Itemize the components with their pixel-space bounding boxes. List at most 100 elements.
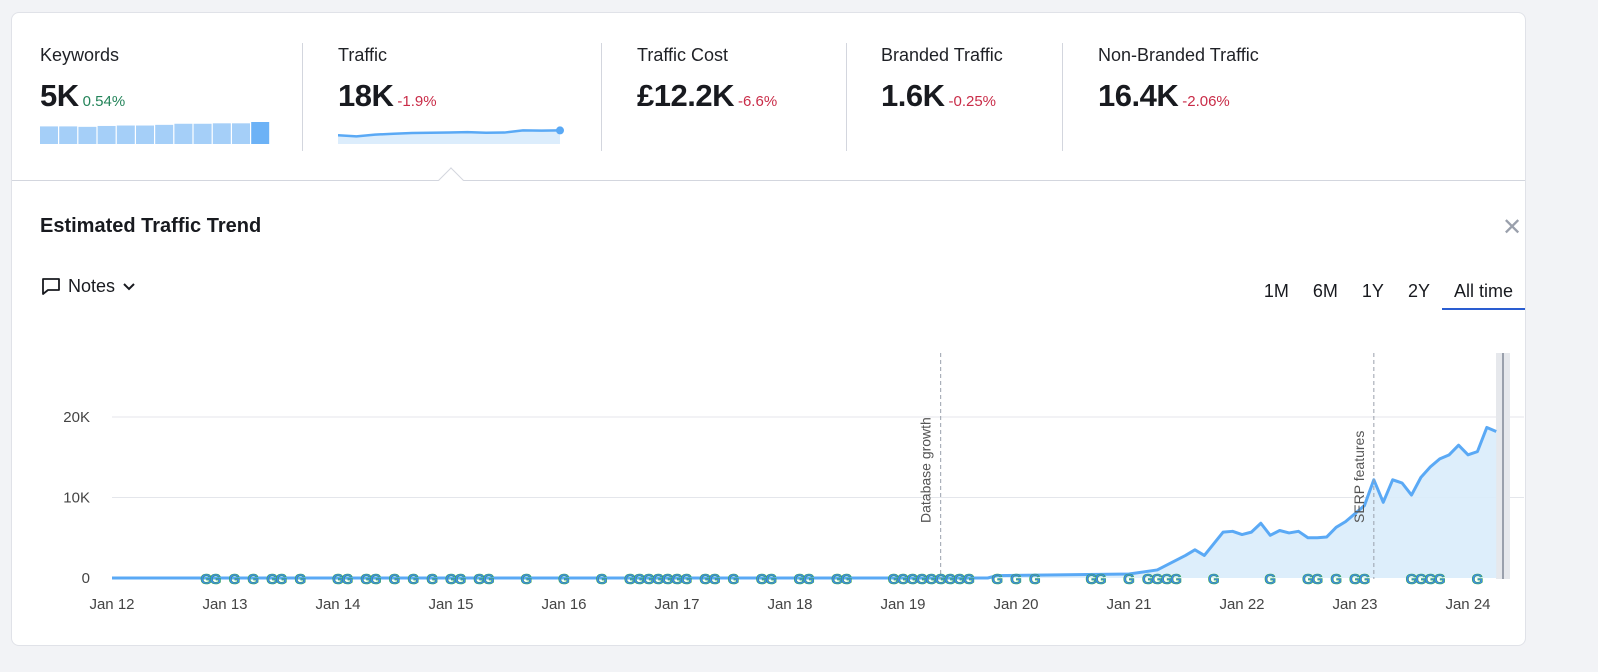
google-update-icon[interactable]: G xyxy=(1358,571,1371,589)
google-update-icon[interactable]: G xyxy=(1142,571,1154,589)
google-update-icon[interactable]: G xyxy=(840,571,853,589)
traffic-trend-chart: 0 10K 20K Jan 12 Jan 13 Jan 14 Jan 15 Jan 16 Jan… xyxy=(63,353,1524,613)
google-update-icon[interactable]: G xyxy=(1123,571,1135,589)
google-update-icon[interactable]: G xyxy=(699,571,711,589)
google-update-icon[interactable]: G xyxy=(1161,571,1173,589)
google-update-icon[interactable]: G xyxy=(360,571,372,589)
keyword-bar xyxy=(232,123,250,144)
google-update-icon[interactable]: G xyxy=(671,571,683,589)
panel-title: Estimated Traffic Trend xyxy=(40,215,262,237)
google-update-icon[interactable]: G xyxy=(925,571,937,589)
google-update-icon[interactable]: G xyxy=(454,571,467,589)
range-tab-1y[interactable]: 1Y xyxy=(1361,281,1384,301)
keyword-bar xyxy=(174,123,193,144)
metric-value: 1.6K xyxy=(881,78,945,113)
google-update-icon[interactable]: G xyxy=(935,571,947,589)
google-update-icon[interactable]: G xyxy=(652,571,664,589)
google-update-icon[interactable]: G xyxy=(596,571,608,589)
google-update-icon[interactable]: G xyxy=(1010,571,1022,589)
google-update-icon[interactable]: G xyxy=(906,571,919,589)
google-update-icon[interactable]: G xyxy=(963,571,975,589)
metric-branded-traffic[interactable]: Branded Traffic 1.6K -0.25% xyxy=(881,43,1003,153)
google-update-icon[interactable]: G xyxy=(1434,571,1446,589)
google-update-icon[interactable]: G xyxy=(209,571,222,589)
google-update-icon[interactable]: G xyxy=(1029,571,1041,589)
google-update-icon[interactable]: G xyxy=(558,571,570,589)
google-update-icon[interactable]: G xyxy=(483,571,495,589)
google-update-icon[interactable]: G xyxy=(727,571,740,589)
google-update-icon[interactable]: G xyxy=(944,571,956,589)
metric-non-branded-traffic[interactable]: Non-Branded Traffic 16.4K -2.06% xyxy=(1098,43,1259,153)
google-update-icon[interactable]: G xyxy=(1311,571,1323,589)
google-update-icon[interactable]: G xyxy=(388,571,401,589)
google-update-icon[interactable]: G xyxy=(1415,571,1427,589)
google-update-icon[interactable]: G xyxy=(520,571,532,589)
metric-traffic[interactable]: Traffic 18K -1.9% xyxy=(337,43,564,153)
google-update-icon[interactable]: G xyxy=(756,571,768,589)
google-update-icon[interactable]: G xyxy=(831,571,843,589)
google-update-icon[interactable]: G xyxy=(887,571,900,589)
metric-change: 0.54% xyxy=(82,93,126,110)
google-update-icon[interactable]: G xyxy=(266,571,278,589)
google-update-icon[interactable]: G xyxy=(1330,571,1342,589)
google-update-icon[interactable]: G xyxy=(1151,571,1163,589)
google-update-icon[interactable]: G xyxy=(247,571,259,589)
google-update-icon[interactable]: G xyxy=(426,571,438,589)
google-update-icon[interactable]: G xyxy=(294,571,306,589)
keyword-bar xyxy=(116,125,135,144)
google-update-icon[interactable]: G xyxy=(473,571,485,589)
google-update-icon[interactable]: G xyxy=(1208,571,1220,589)
google-update-icon[interactable]: G xyxy=(1085,571,1097,589)
google-update-icon[interactable]: G xyxy=(765,571,777,589)
keyword-bar xyxy=(251,122,270,144)
google-update-icon[interactable]: G xyxy=(661,571,674,589)
metric-change: -2.06% xyxy=(1182,93,1230,110)
google-update-icon[interactable]: G xyxy=(370,571,382,589)
range-tab-all-time[interactable]: All time xyxy=(1441,281,1525,310)
google-update-icon[interactable]: G xyxy=(916,571,928,589)
google-update-icon[interactable]: G xyxy=(709,571,721,589)
google-update-icon[interactable]: G xyxy=(953,571,966,589)
google-update-icon[interactable]: G xyxy=(1095,571,1107,589)
google-update-icon[interactable]: G xyxy=(341,571,354,589)
google-update-icon[interactable]: G xyxy=(445,571,457,589)
google-update-icon[interactable]: G xyxy=(624,571,636,589)
google-update-icon[interactable]: G xyxy=(1424,571,1436,589)
google-update-icon[interactable]: G xyxy=(200,571,212,589)
google-update-icon[interactable]: G xyxy=(228,571,241,589)
chevron-down-icon xyxy=(123,283,135,291)
google-update-icon[interactable]: G xyxy=(991,571,1003,589)
google-update-icon[interactable]: G xyxy=(1471,571,1484,589)
notes-dropdown[interactable]: Notes xyxy=(40,275,137,297)
google-update-icon[interactable]: G xyxy=(897,571,909,589)
google-update-icon[interactable]: G xyxy=(793,571,806,589)
annotation-label: SERP features xyxy=(1351,431,1367,523)
keyword-bar xyxy=(136,125,154,144)
google-update-icon[interactable]: G xyxy=(1405,571,1418,589)
google-update-icon[interactable]: G xyxy=(332,571,344,589)
range-tab-6m[interactable]: 6M xyxy=(1312,281,1338,301)
google-update-icon[interactable]: G xyxy=(680,571,693,589)
close-icon[interactable]: ✕ xyxy=(1502,214,1523,241)
x-tick-label: Jan 13 xyxy=(202,596,247,613)
metric-traffic-cost[interactable]: Traffic Cost £12.2K -6.6% xyxy=(637,43,777,153)
keyword-bar xyxy=(97,125,116,144)
google-update-icon[interactable]: G xyxy=(275,571,288,589)
google-update-icon[interactable]: G xyxy=(1264,571,1276,589)
range-tab-2y[interactable]: 2Y xyxy=(1407,281,1430,301)
time-range-tabs: 1M 6M 1Y 2Y All time xyxy=(1252,281,1525,310)
google-update-icon[interactable]: G xyxy=(1349,571,1361,589)
google-update-icon[interactable]: G xyxy=(1302,571,1314,589)
google-update-icon[interactable]: G xyxy=(643,571,655,589)
google-update-icon[interactable]: G xyxy=(633,571,645,589)
google-update-icon[interactable]: G xyxy=(1170,571,1182,589)
metric-change: -0.25% xyxy=(948,93,997,110)
metric-keywords[interactable]: Keywords 5K 0.54% xyxy=(40,43,270,153)
x-tick-label: Jan 18 xyxy=(767,596,812,613)
google-update-icon[interactable]: G xyxy=(803,571,815,589)
range-tab-1m[interactable]: 1M xyxy=(1263,281,1289,301)
metric-label: Branded Traffic xyxy=(881,45,1003,65)
metric-value: £12.2K xyxy=(637,78,734,113)
keyword-bar xyxy=(193,123,212,144)
google-update-icon[interactable]: G xyxy=(407,571,419,589)
